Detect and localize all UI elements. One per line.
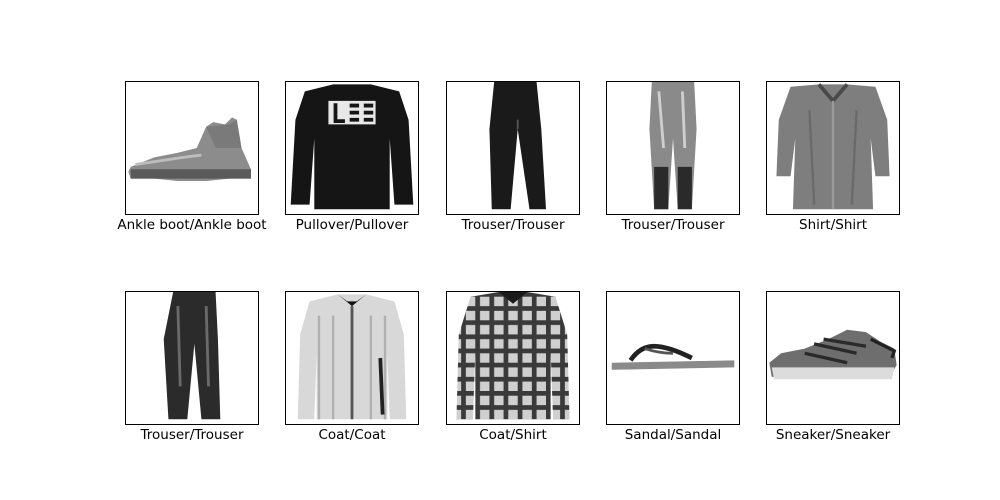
sandal-image [606, 291, 740, 425]
panel-caption: Ankle boot/Ankle boot [117, 217, 267, 233]
ankle-boot-image [125, 81, 259, 215]
plaid-shirt-image [446, 291, 580, 425]
coat-image [285, 291, 419, 425]
panel-caption: Coat/Shirt [479, 427, 547, 443]
panel-caption: Pullover/Pullover [295, 217, 409, 233]
trouser-light-image [606, 81, 740, 215]
pullover-picture [290, 84, 414, 210]
panel-5: Shirt/Shirt [766, 81, 900, 233]
trouser-dark-picture [163, 292, 221, 420]
sneaker-image [766, 291, 900, 425]
trouser-dark-image [125, 291, 259, 425]
panel-caption: Trouser/Trouser [461, 217, 565, 233]
panel-1: Ankle boot/Ankle boot [117, 81, 267, 233]
panel-10: Sneaker/Sneaker [766, 291, 900, 443]
shirt-image [766, 81, 900, 215]
pullover-image [285, 81, 419, 215]
panel-caption: Sandal/Sandal [624, 427, 722, 443]
sandal-picture [611, 343, 735, 370]
panel-caption: Shirt/Shirt [799, 217, 867, 233]
panel-3: Trouser/Trouser [446, 81, 580, 233]
sneaker-picture [769, 329, 897, 380]
plaid-shirt-picture [456, 292, 570, 420]
trouser-image [446, 81, 580, 215]
panel-2: Pullover/Pullover [285, 81, 419, 233]
panel-8: Coat/Shirt [446, 291, 580, 443]
trouser-light-picture [649, 82, 697, 210]
ankle-boot-picture [128, 117, 251, 181]
panel-caption: Sneaker/Sneaker [775, 427, 891, 443]
panel-4: Trouser/Trouser [606, 81, 740, 233]
panel-caption: Trouser/Trouser [621, 217, 725, 233]
trouser-picture [489, 82, 546, 210]
panel-6: Trouser/Trouser [125, 291, 259, 443]
coat-picture [297, 294, 407, 420]
panel-caption: Coat/Coat [318, 427, 386, 443]
shirt-picture [776, 83, 890, 210]
panel-9: Sandal/Sandal [606, 291, 740, 443]
panel-caption: Trouser/Trouser [140, 427, 244, 443]
panel-7: Coat/Coat [285, 291, 419, 443]
